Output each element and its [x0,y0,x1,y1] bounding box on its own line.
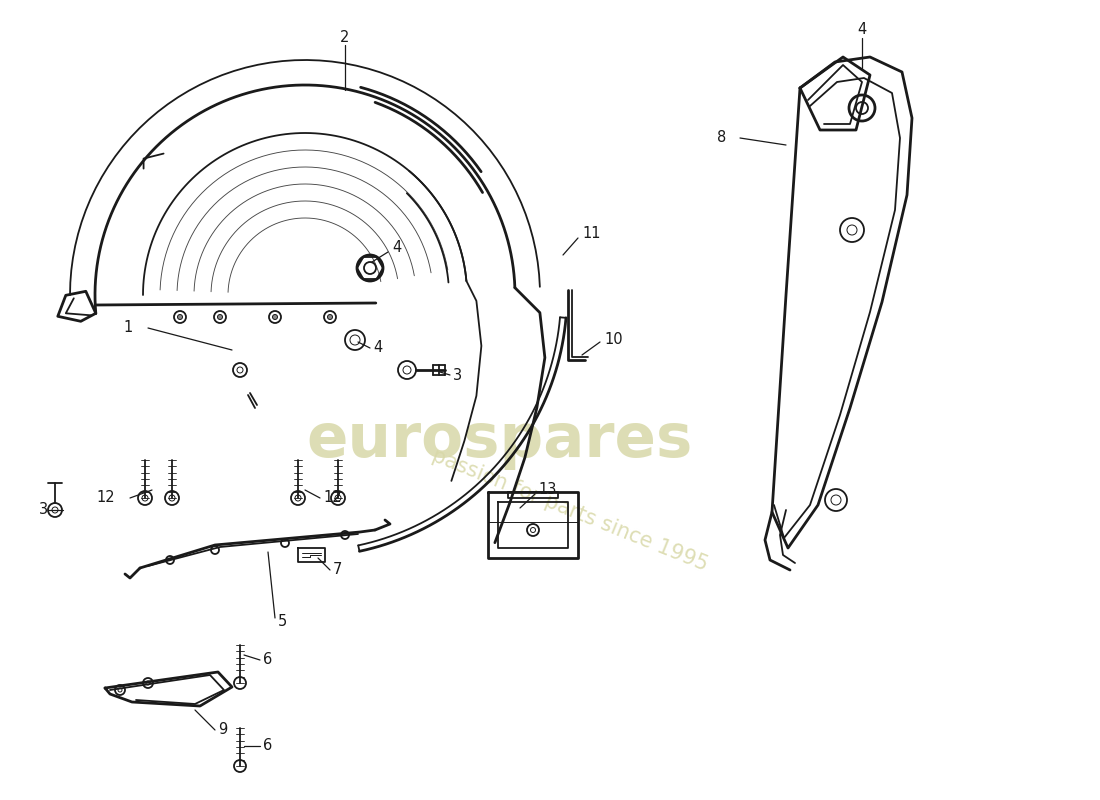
Text: 7: 7 [333,562,342,578]
Text: 1: 1 [123,321,133,335]
Circle shape [328,314,332,319]
Text: 6: 6 [263,738,273,754]
Text: 4: 4 [373,341,383,355]
Text: 12: 12 [97,490,116,506]
Text: 3: 3 [453,367,462,382]
Text: 4: 4 [392,241,402,255]
Text: 10: 10 [604,333,623,347]
Text: passion for parts since 1995: passion for parts since 1995 [429,446,711,574]
Text: 9: 9 [218,722,228,738]
Circle shape [273,314,277,319]
Text: 11: 11 [582,226,601,242]
Circle shape [177,314,183,319]
Circle shape [218,314,222,319]
Text: 13: 13 [538,482,557,498]
Text: 5: 5 [278,614,287,630]
Text: 4: 4 [857,22,867,38]
Text: eurospares: eurospares [307,410,693,470]
Text: 2: 2 [340,30,350,46]
Text: 8: 8 [717,130,726,146]
Text: 6: 6 [263,653,273,667]
Text: 3: 3 [39,502,48,518]
Text: 12: 12 [323,490,342,506]
